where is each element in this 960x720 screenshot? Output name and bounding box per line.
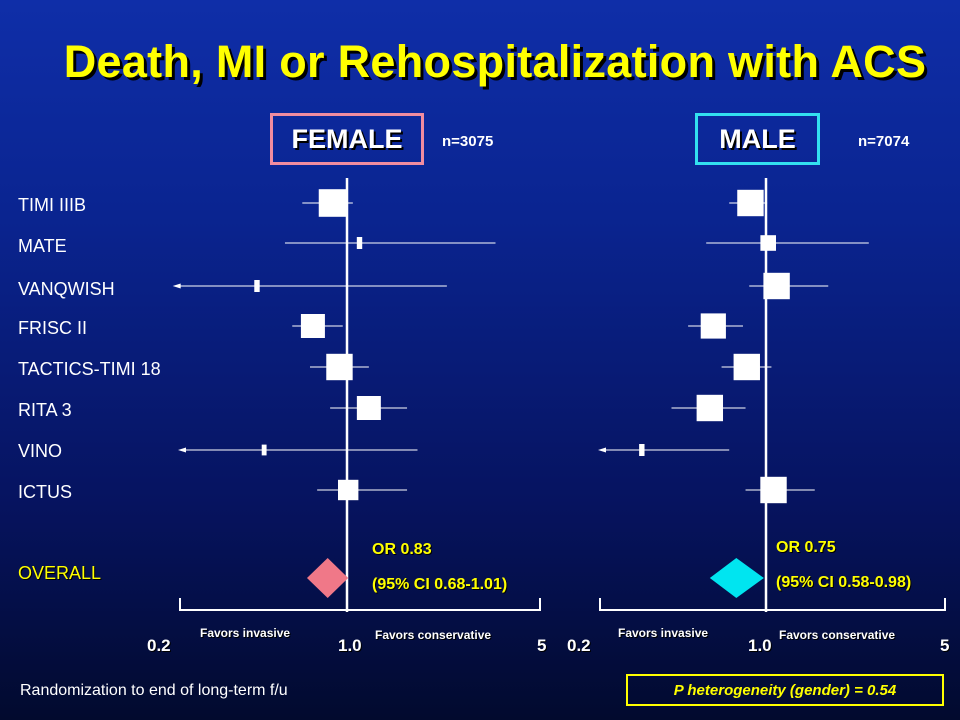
female-point-ictus (337, 479, 359, 501)
male-tick-mid: 1.0 (748, 636, 772, 655)
female-tick-low: 0.2 (147, 636, 171, 655)
overall-label: OVERALL (18, 563, 102, 583)
male-tick-high: 5 (940, 636, 950, 655)
female-point-frisc-ii (300, 314, 325, 338)
female-favors-conservative: Favors conservative (375, 628, 492, 642)
female-or-ci: (95% CI 0.68-1.01) (372, 576, 508, 593)
male-tick-low: 0.2 (567, 636, 591, 655)
male-group-label: MALE (719, 123, 796, 154)
female-n-label: n=3075 (442, 133, 494, 150)
study-label-vanqwish: VANQWISH (18, 279, 115, 299)
male-point-ictus (760, 476, 787, 504)
male-overall-diamond (709, 558, 764, 598)
study-label-rita-3: RITA 3 (18, 400, 72, 420)
p-heterogeneity-text: P heterogeneity (gender) = 0.54 (673, 681, 897, 699)
female-favors-invasive: Favors invasive (200, 626, 291, 640)
female-or-value: OR 0.83 (372, 541, 432, 558)
male-point-tactics-timi-18 (733, 353, 760, 381)
male-or-ci: (95% CI 0.58-0.98) (776, 574, 912, 591)
male-point-rita-3 (696, 394, 724, 422)
study-label-mate: MATE (18, 236, 67, 256)
female-axis-bracket (179, 598, 541, 611)
study-label-vino: VINO (18, 441, 63, 461)
male-point-vanqwish (763, 272, 790, 300)
p-heterogeneity-box: P heterogeneity (gender) = 0.54 (626, 674, 944, 706)
male-axis-bracket (599, 598, 946, 611)
slide-title: Death, MI or Rehospitalization with ACS (63, 36, 927, 87)
female-point-mate (356, 237, 363, 249)
male-n-label: n=7074 (858, 133, 910, 150)
female-arrow-vino (178, 447, 186, 453)
male-arrow-vino (598, 447, 606, 453)
female-arrow-vanqwish (172, 283, 181, 289)
study-label-frisc-ii: FRISC II (18, 318, 88, 338)
female-point-tactics-timi-18 (326, 353, 353, 381)
male-point-vino (639, 444, 645, 456)
study-label-ictus: ICTUS (18, 482, 72, 502)
female-overall-diamond (306, 558, 349, 598)
female-group-box: FEMALE (270, 113, 424, 165)
male-point-mate (760, 235, 777, 251)
female-point-vino (261, 444, 267, 456)
male-favors-invasive: Favors invasive (618, 626, 709, 640)
female-point-rita-3 (356, 396, 381, 420)
female-tick-mid: 1.0 (338, 636, 362, 655)
male-group-box: MALE (695, 113, 820, 165)
female-group-label: FEMALE (291, 123, 403, 154)
female-point-vanqwish (254, 280, 260, 292)
female-point-timi-iiib (318, 189, 347, 217)
male-point-frisc-ii (700, 313, 726, 339)
study-label-timi-iiib: TIMI IIIB (18, 195, 87, 215)
male-point-timi-iiib (737, 189, 764, 217)
footnote: Randomization to end of long-term f/u (20, 682, 288, 699)
female-tick-high: 5 (537, 636, 547, 655)
study-label-tactics-timi-18: TACTICS-TIMI 18 (18, 359, 161, 379)
male-or-value: OR 0.75 (776, 539, 836, 556)
male-favors-conservative: Favors conservative (779, 628, 896, 642)
